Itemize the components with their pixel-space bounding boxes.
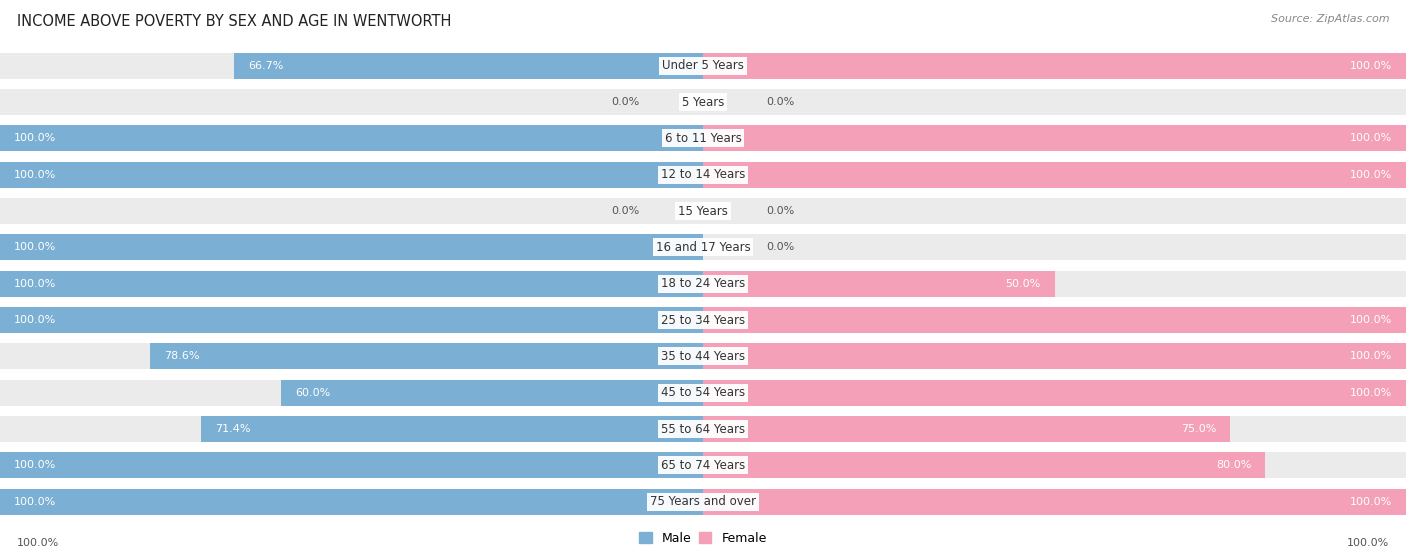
Bar: [703, 125, 1406, 151]
Bar: [0, 198, 1406, 224]
Text: 5 Years: 5 Years: [682, 96, 724, 108]
Text: 100.0%: 100.0%: [14, 134, 56, 143]
Text: 100.0%: 100.0%: [17, 538, 59, 548]
Text: 66.7%: 66.7%: [247, 61, 284, 70]
Bar: [703, 416, 1230, 442]
Text: 16 and 17 Years: 16 and 17 Years: [655, 241, 751, 254]
Text: 100.0%: 100.0%: [1350, 352, 1392, 361]
Bar: [0, 125, 1406, 151]
Bar: [0, 53, 1406, 79]
Text: 0.0%: 0.0%: [766, 206, 794, 216]
Text: 71.4%: 71.4%: [215, 424, 250, 434]
Text: 25 to 34 Years: 25 to 34 Years: [661, 314, 745, 326]
Text: 15 Years: 15 Years: [678, 205, 728, 217]
Text: 80.0%: 80.0%: [1216, 461, 1251, 470]
Text: Source: ZipAtlas.com: Source: ZipAtlas.com: [1271, 14, 1389, 24]
Text: 100.0%: 100.0%: [1350, 61, 1392, 70]
Bar: [0, 489, 703, 515]
Text: 0.0%: 0.0%: [766, 97, 794, 107]
Text: 60.0%: 60.0%: [295, 388, 330, 397]
Text: 100.0%: 100.0%: [14, 461, 56, 470]
Bar: [281, 380, 703, 406]
Bar: [703, 53, 1406, 79]
Bar: [0, 380, 1406, 406]
Text: 100.0%: 100.0%: [1350, 497, 1392, 506]
Text: 45 to 54 Years: 45 to 54 Years: [661, 386, 745, 399]
Bar: [703, 307, 1406, 333]
Text: 100.0%: 100.0%: [14, 243, 56, 252]
Text: 78.6%: 78.6%: [165, 352, 200, 361]
Bar: [703, 380, 1406, 406]
Bar: [0, 452, 1406, 479]
Bar: [703, 162, 1406, 188]
Text: Under 5 Years: Under 5 Years: [662, 59, 744, 72]
Text: 100.0%: 100.0%: [14, 170, 56, 179]
Text: 35 to 44 Years: 35 to 44 Years: [661, 350, 745, 363]
Bar: [150, 343, 703, 369]
Text: 65 to 74 Years: 65 to 74 Years: [661, 459, 745, 472]
Bar: [703, 271, 1054, 297]
Bar: [0, 234, 703, 260]
Text: 55 to 64 Years: 55 to 64 Years: [661, 423, 745, 435]
Bar: [0, 162, 703, 188]
Bar: [0, 162, 1406, 188]
Text: 75.0%: 75.0%: [1181, 424, 1216, 434]
Text: 0.0%: 0.0%: [612, 206, 640, 216]
Text: 6 to 11 Years: 6 to 11 Years: [665, 132, 741, 145]
Bar: [703, 489, 1406, 515]
Bar: [0, 89, 1406, 115]
Text: 100.0%: 100.0%: [14, 315, 56, 325]
Text: 100.0%: 100.0%: [14, 279, 56, 288]
Bar: [703, 343, 1406, 369]
Bar: [201, 416, 703, 442]
Bar: [0, 416, 1406, 442]
Bar: [0, 125, 703, 151]
Text: 100.0%: 100.0%: [1350, 134, 1392, 143]
Bar: [0, 489, 1406, 515]
Text: 100.0%: 100.0%: [14, 497, 56, 506]
Bar: [0, 271, 703, 297]
Bar: [233, 53, 703, 79]
Bar: [0, 343, 1406, 369]
Bar: [0, 452, 703, 479]
Bar: [0, 271, 1406, 297]
Text: 100.0%: 100.0%: [1350, 388, 1392, 397]
Text: 18 to 24 Years: 18 to 24 Years: [661, 277, 745, 290]
Text: 75 Years and over: 75 Years and over: [650, 495, 756, 508]
Bar: [0, 307, 1406, 333]
Text: 0.0%: 0.0%: [766, 243, 794, 252]
Text: 100.0%: 100.0%: [1350, 170, 1392, 179]
Text: INCOME ABOVE POVERTY BY SEX AND AGE IN WENTWORTH: INCOME ABOVE POVERTY BY SEX AND AGE IN W…: [17, 14, 451, 29]
Bar: [0, 234, 1406, 260]
Text: 0.0%: 0.0%: [612, 97, 640, 107]
Text: 12 to 14 Years: 12 to 14 Years: [661, 168, 745, 181]
Text: 100.0%: 100.0%: [1347, 538, 1389, 548]
Legend: Male, Female: Male, Female: [634, 527, 772, 550]
Text: 50.0%: 50.0%: [1005, 279, 1040, 288]
Text: 100.0%: 100.0%: [1350, 315, 1392, 325]
Bar: [0, 307, 703, 333]
Bar: [703, 452, 1265, 479]
